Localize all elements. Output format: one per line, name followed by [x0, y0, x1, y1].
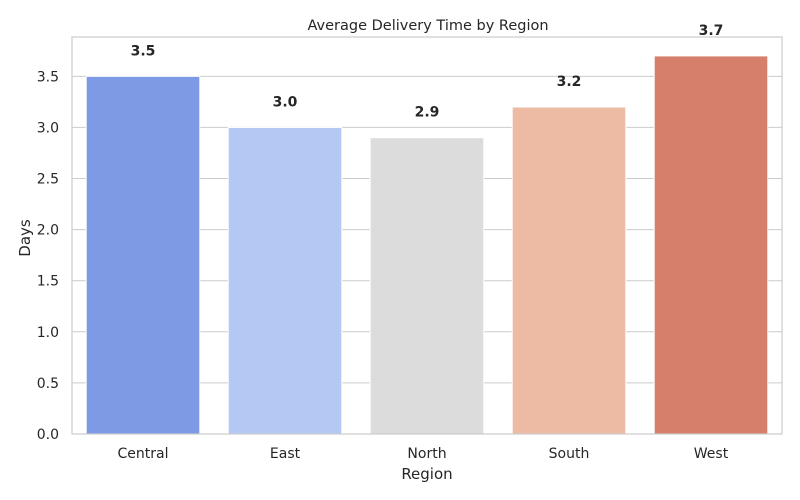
- y-axis-label: Days: [16, 219, 34, 257]
- y-tick-label: 1.0: [37, 325, 59, 341]
- data-label-south: 3.2: [557, 74, 582, 90]
- bar-north: [369, 137, 485, 435]
- y-tick-label: 3.5: [37, 69, 59, 85]
- y-tick-label: 2.0: [37, 223, 59, 239]
- data-label-central: 3.5: [131, 43, 156, 59]
- y-tick-label: 2.5: [37, 172, 59, 188]
- x-tick-label: Central: [118, 446, 169, 462]
- y-axis-ticks: 0.0 0.5 1.0 1.5 2.0 2.5 3.0 3.5: [37, 69, 59, 443]
- bar-west: [653, 55, 769, 435]
- data-label-west: 3.7: [699, 23, 724, 39]
- y-tick-label: 0.5: [37, 376, 59, 392]
- x-tick-label: South: [549, 446, 590, 462]
- bar-central: [85, 75, 201, 435]
- bar-south: [511, 106, 627, 435]
- x-axis-label: Region: [401, 465, 452, 483]
- plot-frame: [71, 36, 783, 435]
- chart-title: Average Delivery Time by Region: [307, 18, 548, 34]
- x-axis-ticks: Central East North South West: [118, 446, 729, 462]
- y-tick-label: 1.5: [37, 274, 59, 290]
- x-tick-label: North: [407, 446, 446, 462]
- bars: [85, 55, 769, 435]
- y-tick-label: 3.0: [37, 120, 59, 136]
- y-tick-label: 0.0: [37, 427, 59, 443]
- x-tick-label: West: [694, 446, 729, 462]
- data-label-east: 3.0: [273, 94, 298, 110]
- bar-east: [227, 126, 343, 435]
- data-labels: 3.5 3.0 2.9 3.2 3.7: [131, 23, 724, 121]
- data-label-north: 2.9: [415, 105, 440, 121]
- x-tick-label: East: [270, 446, 301, 462]
